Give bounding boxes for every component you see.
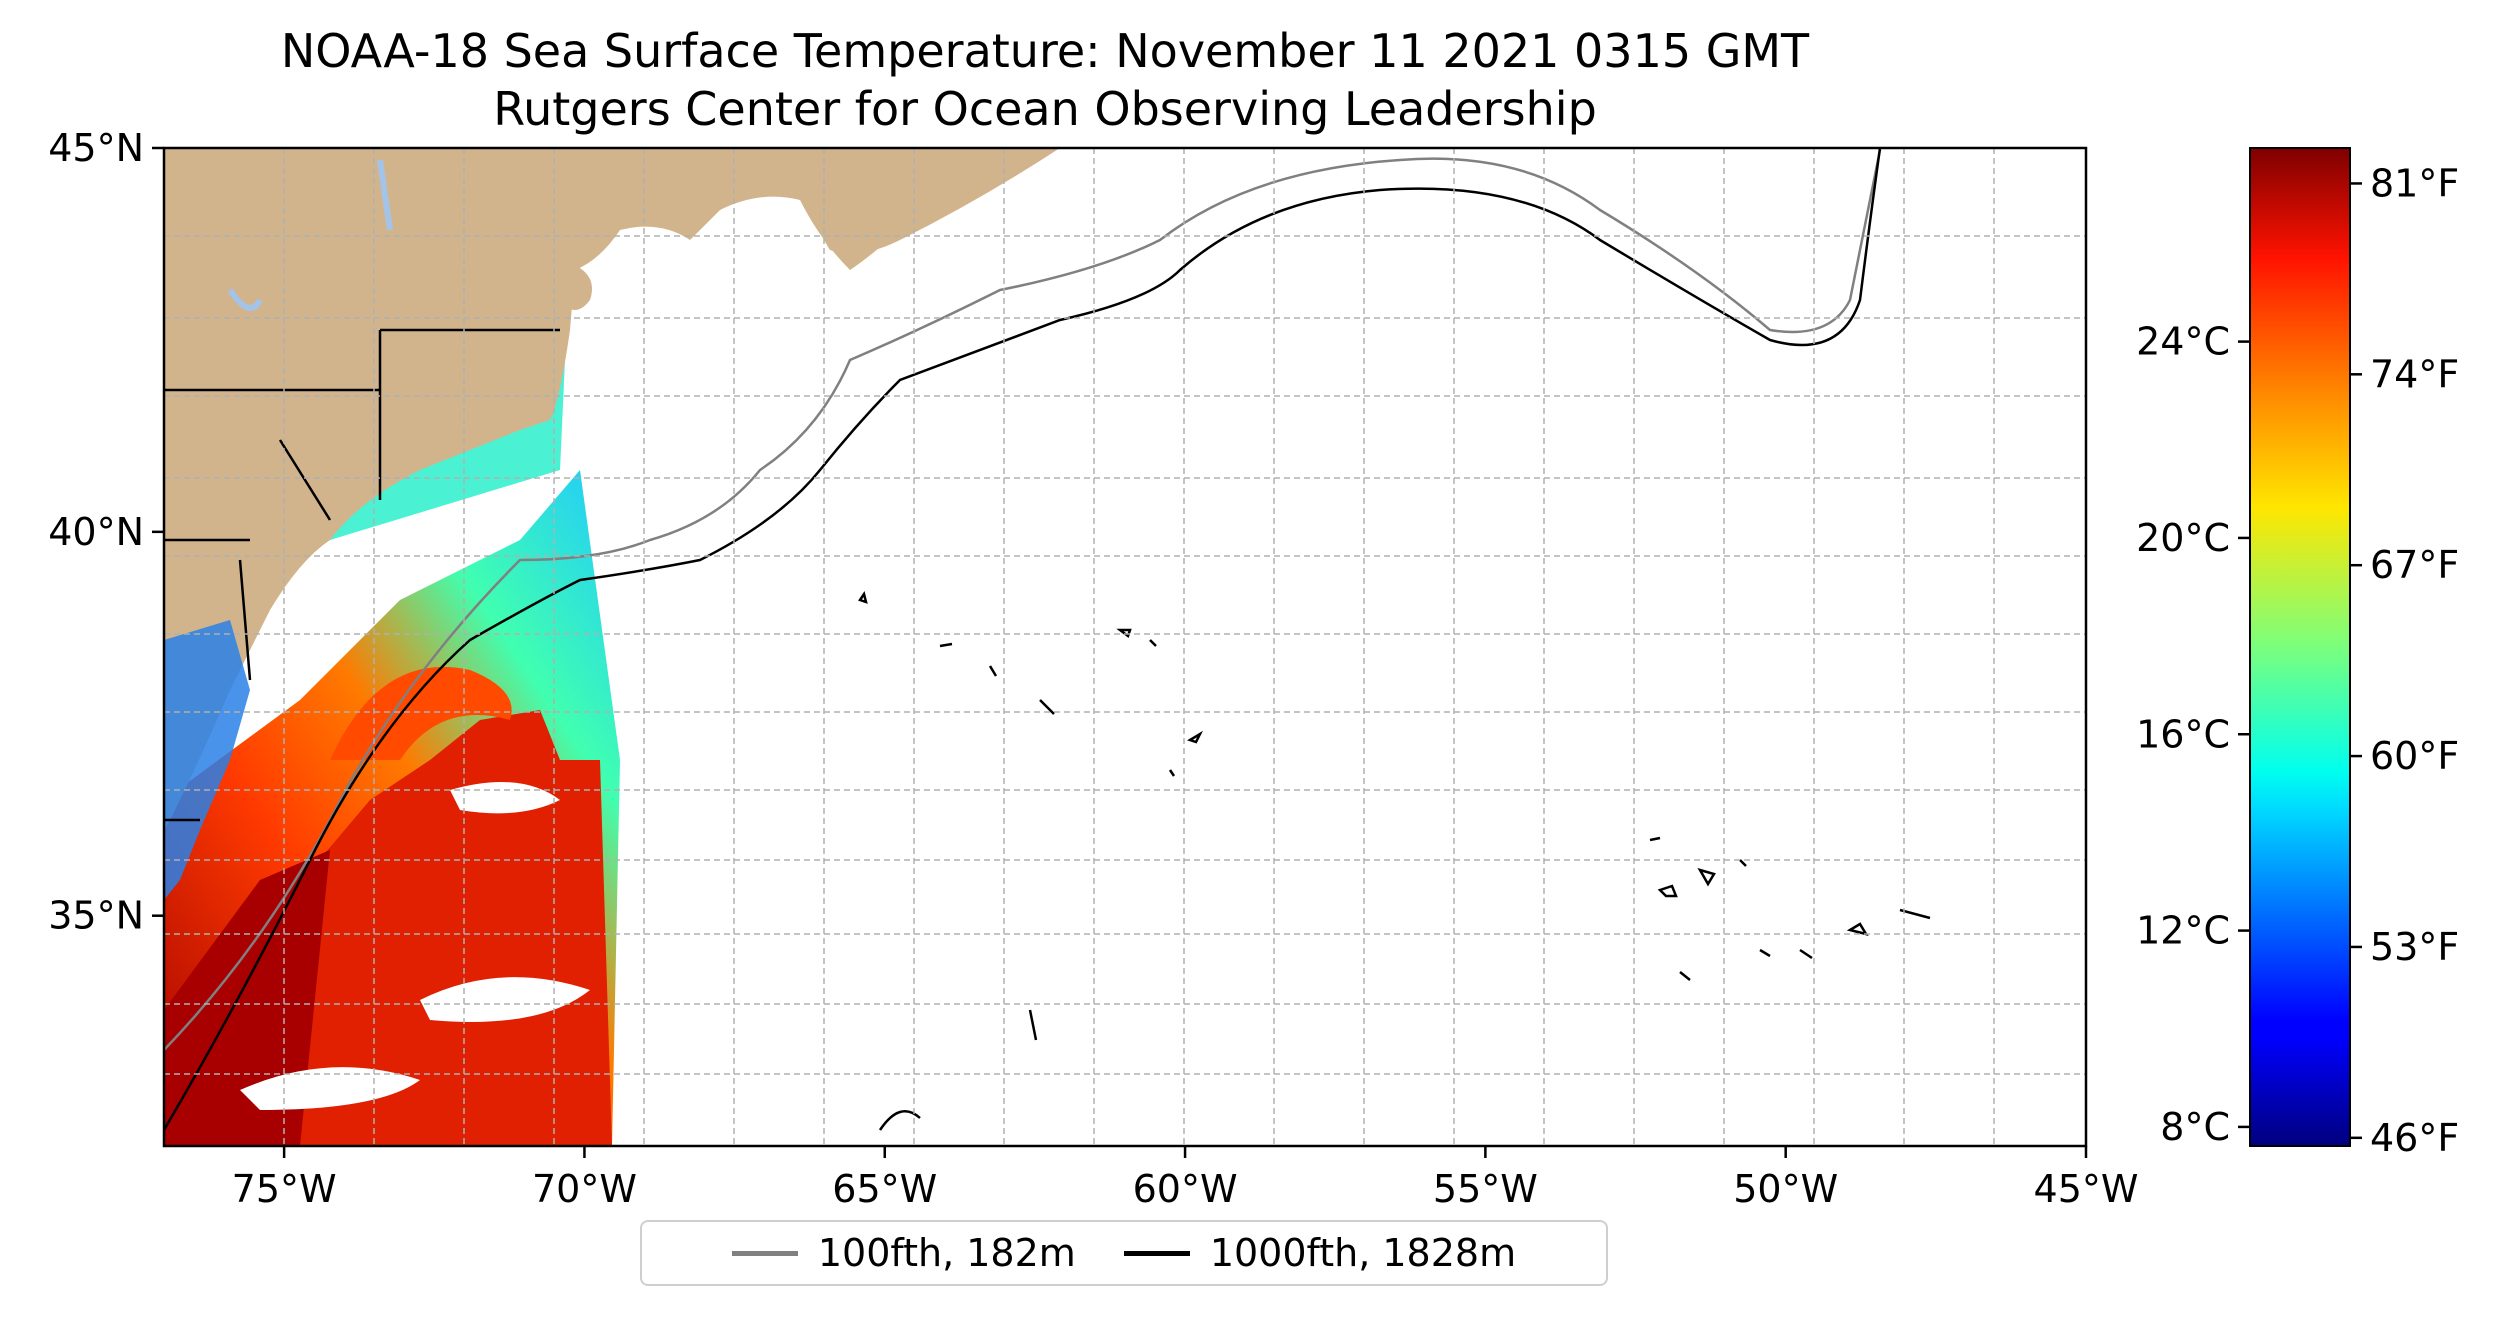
state-borders — [164, 328, 560, 822]
lon-tick-label: 60°W — [1133, 1167, 1238, 1211]
colorbar-ticks: 81°F 74°F 67°F 60°F 53°F 46°F 24°C 20°C 16°C 12°C… — [2136, 161, 2459, 1159]
grid — [164, 148, 2086, 1146]
legend: 100fth, 182m 1000fth, 1828m — [640, 1220, 1608, 1286]
colorbar-c-tick-label: 16°C — [2136, 712, 2230, 756]
colorbar-f-tick-label: 53°F — [2370, 925, 2459, 969]
colorbar-c-tick-label: 8°C — [2160, 1105, 2230, 1149]
sst-hot-core — [164, 850, 330, 1146]
colorbar-f-tick-label: 74°F — [2370, 352, 2459, 396]
lon-tick-label: 50°W — [1733, 1167, 1838, 1211]
legend-label-1000fth: 1000fth, 1828m — [1209, 1231, 1517, 1275]
colorbar-f-tick-label: 81°F — [2370, 161, 2459, 205]
lon-tick-label: 65°W — [832, 1167, 937, 1211]
lon-tick-label: 55°W — [1433, 1167, 1538, 1211]
colorbar-c-tick-label: 12°C — [2136, 909, 2230, 953]
colorbar-f-tick-label: 60°F — [2370, 734, 2459, 778]
seamounts — [858, 590, 1931, 1131]
title-line-1: NOAA-18 Sea Surface Temperature: Novembe… — [280, 24, 1810, 78]
colorbar-c-tick-label: 24°C — [2136, 320, 2230, 364]
sst-warm-eddy — [330, 666, 512, 760]
colorbar-f-tick-label: 46°F — [2370, 1116, 2459, 1160]
lon-tick-label: 70°W — [532, 1167, 637, 1211]
inland-lakes — [227, 159, 393, 311]
chesapeake-bay — [164, 620, 250, 900]
colorbar-f-tick-label: 67°F — [2370, 543, 2459, 587]
legend-entry-1000fth: 1000fth, 1828m — [1123, 1231, 1517, 1275]
colorbar-gradient — [2249, 147, 2351, 1147]
legend-line-black — [1123, 1250, 1190, 1256]
land-cape-cod — [560, 260, 592, 310]
title-line-2: Rutgers Center for Ocean Observing Leade… — [493, 82, 1597, 136]
map-title: NOAA-18 Sea Surface Temperature: Novembe… — [0, 22, 2090, 138]
lon-tick-label: 45°W — [2034, 1167, 2139, 1211]
map-frame — [162, 146, 2088, 1148]
legend-label-100fth: 100fth, 182m — [817, 1231, 1076, 1275]
lon-tick-label: 75°W — [232, 1167, 337, 1211]
axis-ticks: 75°W 70°W 65°W 60°W 55°W 50°W 45°W 45°N 40°N 35°N — [48, 126, 2138, 1211]
lat-tick-label: 45°N — [48, 126, 144, 170]
legend-line-gray — [731, 1250, 798, 1256]
lat-tick-label: 35°N — [48, 894, 144, 938]
land-nova-scotia — [816, 148, 1060, 254]
colorbar-c-tick-label: 20°C — [2136, 516, 2230, 560]
map-plot-area — [164, 148, 2086, 1146]
sst-cloud-gaps — [240, 782, 590, 1110]
lat-tick-label: 40°N — [48, 510, 144, 554]
isobath-1000fth — [164, 148, 1882, 1131]
legend-entry-100fth: 100fth, 182m — [731, 1231, 1076, 1275]
isobath-100fth — [164, 149, 1882, 1051]
